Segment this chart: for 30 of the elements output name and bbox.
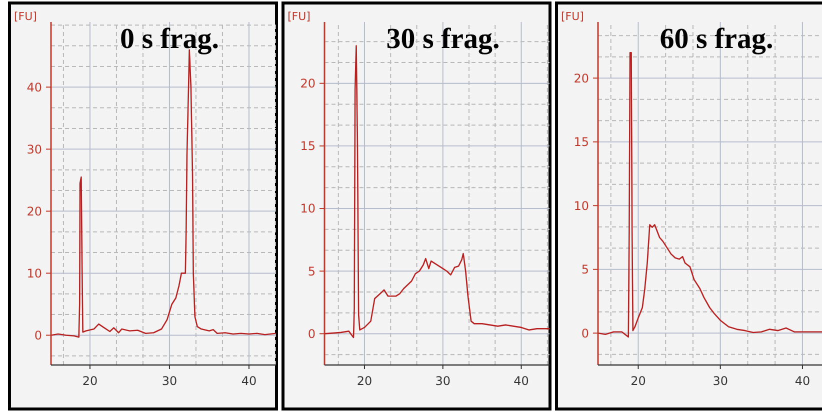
- y-tick-label: 20: [26, 204, 42, 218]
- x-tick-label: 30: [712, 374, 728, 388]
- y-tick-label: 15: [574, 135, 589, 150]
- y-tick-label: 5: [581, 262, 589, 277]
- x-tick-label: 40: [514, 374, 529, 388]
- y-tick-label: 0: [34, 328, 42, 342]
- y-tick-label: 30: [26, 142, 42, 156]
- x-tick-label: 20: [356, 374, 372, 388]
- y-axis-title: [FU]: [14, 10, 37, 23]
- x-tick-label: 20: [630, 374, 646, 388]
- x-tick-label: 40: [241, 374, 257, 388]
- y-tick-label: 10: [574, 198, 589, 213]
- chart-title: 60 s frag.: [660, 23, 774, 55]
- chart-title: 30 s frag.: [386, 23, 500, 55]
- y-tick-label: 0: [308, 326, 316, 341]
- x-tick-label: 30: [435, 374, 451, 388]
- y-axis-title: [FU]: [288, 10, 310, 23]
- y-tick-label: 10: [26, 266, 42, 280]
- y-tick-label: 20: [300, 76, 316, 91]
- y-tick-label: 5: [308, 264, 316, 278]
- chart-title: 0 s frag.: [120, 23, 220, 55]
- y-tick-label: 40: [26, 80, 42, 94]
- y-tick-label: 15: [300, 139, 316, 154]
- y-tick-label: 10: [300, 202, 316, 216]
- y-axis-title: [FU]: [561, 10, 584, 23]
- y-tick-label: 0: [581, 326, 589, 340]
- y-tick-label: 20: [574, 71, 589, 86]
- x-tick-label: 40: [794, 374, 810, 388]
- x-tick-label: 20: [82, 374, 98, 388]
- x-tick-label: 30: [162, 374, 178, 388]
